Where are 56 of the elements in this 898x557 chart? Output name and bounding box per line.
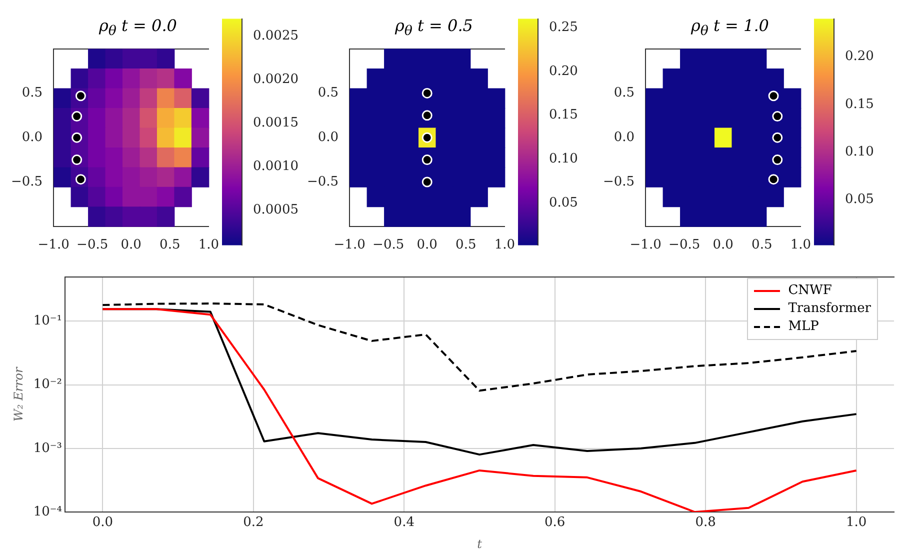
color-bar-label: 0.20: [845, 49, 874, 64]
chart-title: ρ$_{θ}$ t = 0.5: [394, 16, 474, 40]
color-bar-label: 0.0015: [253, 116, 298, 131]
color-bar-label: 0.0005: [253, 202, 298, 218]
y-tick-label: −0.5: [602, 174, 635, 190]
color-bar-label: 0.0020: [253, 72, 298, 88]
x-tick-label: 1.0: [494, 238, 516, 253]
x-tick-label: 0.5: [752, 238, 772, 253]
x-tick-label: −0.5: [372, 238, 404, 253]
x-tick-label: −1.0: [630, 238, 662, 253]
y-tick-label: 10⁻²: [33, 377, 62, 392]
x-tick-label: 1.0: [198, 238, 220, 253]
x-tick-label: 0.6: [544, 515, 566, 530]
x-tick-label: 0.0: [712, 238, 734, 253]
color-bar-label: 0.20: [549, 64, 578, 79]
color-bar-label: 0.15: [845, 96, 874, 112]
x-tick-label: −0.5: [668, 238, 700, 253]
y-axis-title: W₂ Error: [11, 366, 26, 422]
x-axis-title: t: [477, 536, 482, 551]
color-bar-label: 0.25: [549, 20, 578, 35]
color-bar-label: 0.05: [549, 195, 578, 210]
x-tick-label: 0.2: [243, 515, 264, 530]
x-tick-label: 0.0: [92, 515, 114, 530]
legend-label: MLP: [788, 318, 819, 336]
color-bar-label: 0.10: [845, 144, 874, 160]
y-tick-label: 0.5: [318, 86, 339, 101]
x-tick-label: 0.5: [456, 238, 476, 253]
x-tick-label: 1.0: [846, 515, 867, 530]
x-tick-label: −1.0: [38, 238, 70, 253]
x-tick-label: 0.5: [160, 238, 180, 253]
color-bar-label: 0.0010: [253, 159, 298, 174]
y-tick-label: 0.5: [614, 86, 635, 101]
y-tick-label: 10⁻³: [33, 440, 62, 456]
x-tick-label: 0.4: [394, 515, 414, 530]
color-bar-label: 0.05: [845, 192, 874, 207]
color-bar-label: 0.15: [549, 108, 578, 123]
y-tick-label: 10⁻⁴: [33, 504, 62, 520]
x-tick-label: −1.0: [334, 238, 366, 253]
x-tick-label: −0.5: [76, 238, 108, 253]
x-tick-label: 0.0: [120, 238, 142, 253]
legend-label: CNWF: [788, 282, 832, 300]
x-tick-label: 1.0: [790, 238, 812, 253]
legend-label: Transformer: [788, 300, 871, 318]
chart-title: ρ$_{θ}$ t = 1.0: [690, 16, 770, 40]
x-tick-label: 0.8: [695, 515, 716, 530]
y-tick-label: 10⁻¹: [33, 314, 62, 329]
chart-title: ρ$_{θ}$ t = 0.0: [98, 16, 178, 40]
color-bar-label: 0.10: [549, 152, 578, 167]
x-tick-label: 0.0: [416, 238, 438, 253]
y-tick-label: −0.5: [306, 174, 339, 190]
color-bar-label: 0.0025: [253, 28, 298, 44]
y-tick-label: −0.5: [10, 174, 43, 190]
y-tick-label: 0.0: [318, 130, 339, 145]
y-tick-label: 0.5: [22, 86, 43, 101]
y-tick-label: 0.0: [22, 130, 43, 145]
y-tick-label: 0.0: [614, 130, 635, 145]
